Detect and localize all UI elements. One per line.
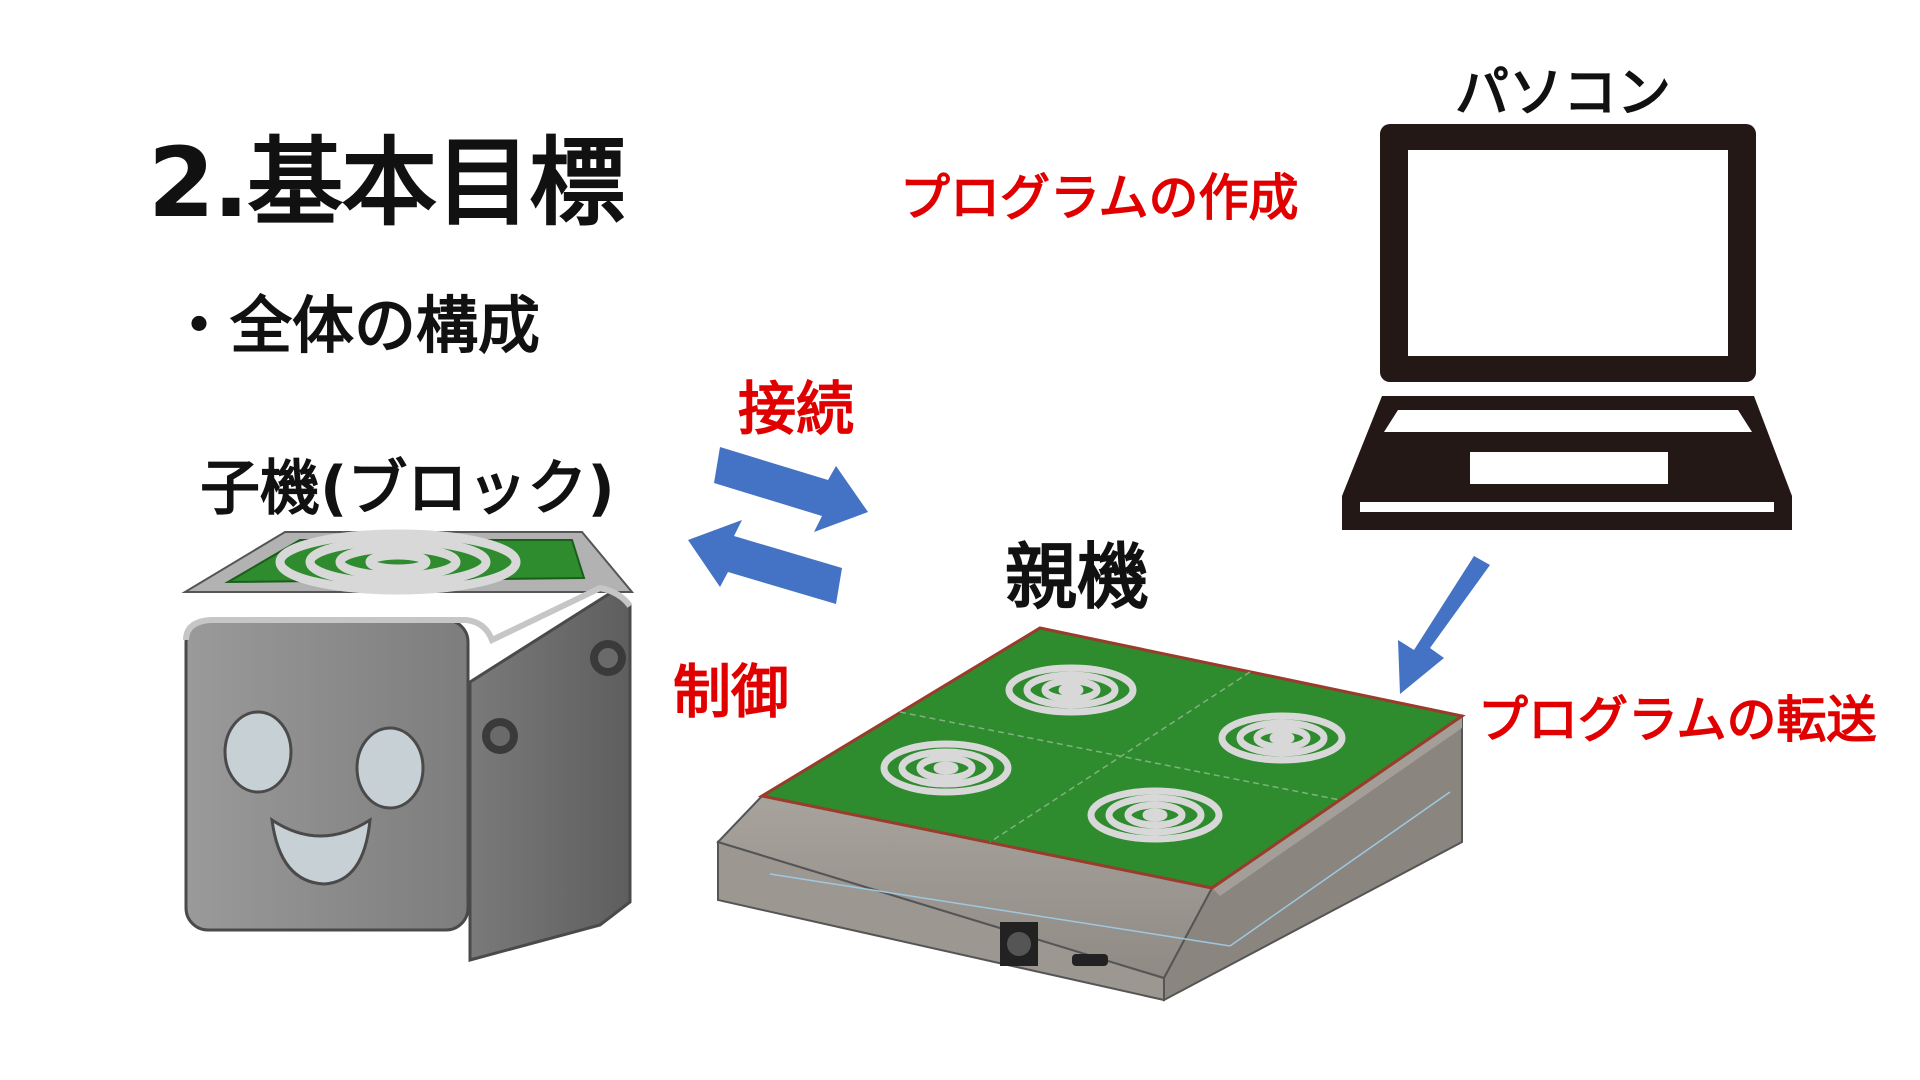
control-label: 制御 xyxy=(673,658,790,726)
slide-subtitle: ・全体の構成 xyxy=(168,289,541,362)
top-coil-icon xyxy=(275,529,521,595)
coil-icon-1 xyxy=(1005,664,1137,716)
usb-port-icon xyxy=(1072,954,1108,966)
connect-label: 接続 xyxy=(738,375,855,443)
control-arrow-left xyxy=(688,520,842,604)
coil-icon-2 xyxy=(1218,712,1346,764)
slide-title: 2.基本目標 xyxy=(148,127,625,239)
side-connector-icon xyxy=(482,640,626,754)
program-create-label: プログラムの作成 xyxy=(900,169,1299,227)
child-unit-label: 子機(ブロック) xyxy=(200,454,615,524)
parent-unit-base xyxy=(716,626,1466,1002)
program-transfer-label: プログラムの転送 xyxy=(1478,691,1877,749)
smiley-face-icon xyxy=(223,710,425,886)
coil-icon-4 xyxy=(1087,787,1223,843)
transfer-arrow-down xyxy=(1398,556,1490,694)
child-unit-cube xyxy=(181,529,635,962)
pc-label: パソコン xyxy=(1455,61,1671,124)
coil-icon-3 xyxy=(880,740,1012,796)
parent-unit-label: 親機 xyxy=(1005,535,1150,619)
power-jack-icon xyxy=(1000,922,1038,966)
connect-arrow-right xyxy=(714,447,868,532)
laptop-icon xyxy=(1342,124,1792,530)
